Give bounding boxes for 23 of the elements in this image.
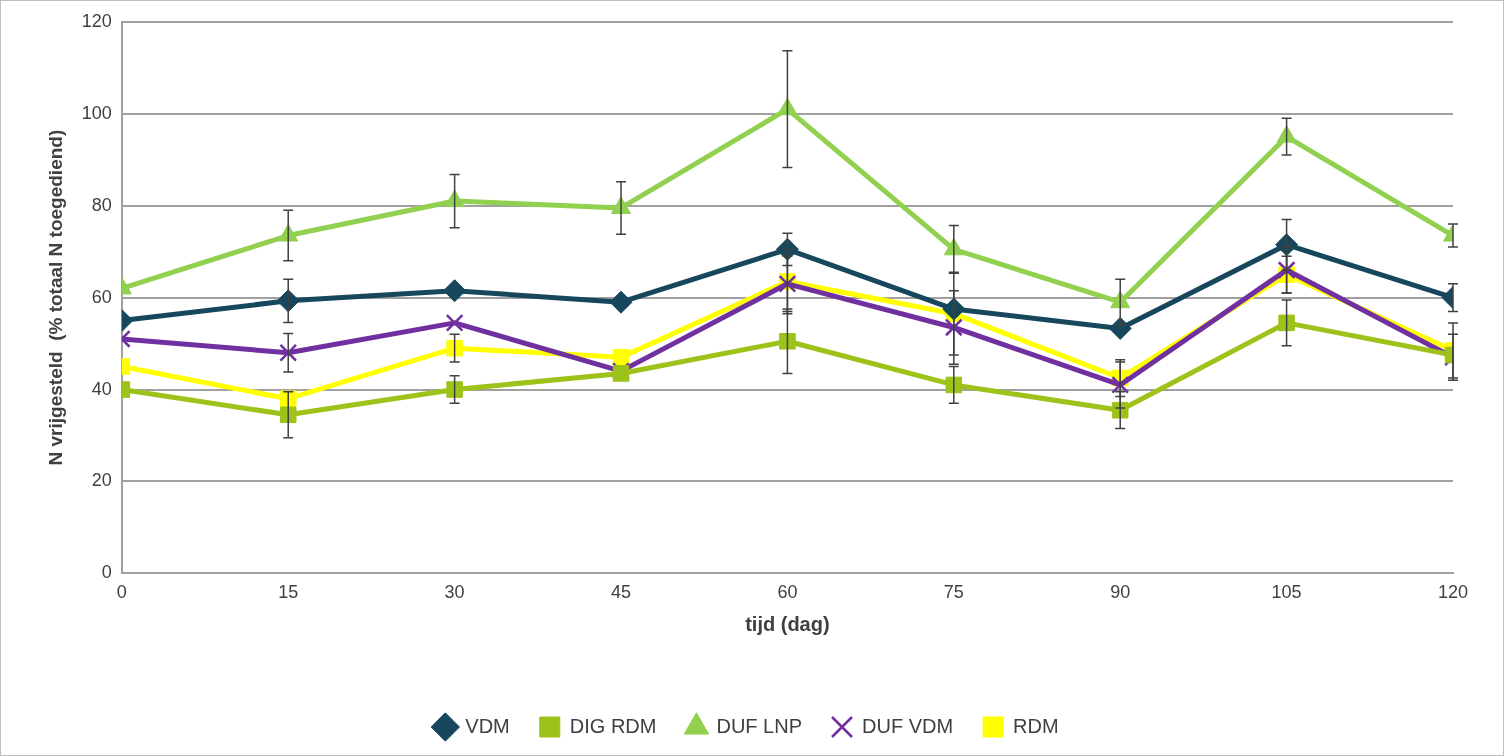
x-tick-label: 120: [1437, 582, 1469, 603]
legend-label: DUF LNP: [716, 714, 803, 737]
y-tick-label: 60: [91, 286, 112, 307]
x-tick-label: 0: [116, 582, 127, 603]
x-tick-label: 60: [777, 582, 798, 603]
y-tick-label: 0: [101, 562, 112, 583]
y-tick-label: 80: [91, 194, 112, 215]
x-tick-label: 75: [943, 582, 964, 603]
legend-label: DUF VDM: [862, 714, 954, 737]
y-axis-title: N vrijgesteld (% totaal N toegediend): [44, 129, 66, 466]
y-tick-label: 40: [91, 378, 112, 399]
y-tick-label: 100: [81, 102, 112, 123]
x-tick-label: 30: [444, 582, 465, 603]
y-tick-label: 20: [91, 470, 112, 491]
y-tick-label: 120: [81, 10, 112, 31]
x-tick-label: 105: [1271, 582, 1302, 603]
legend-label: RDM: [1013, 714, 1059, 737]
legend-label: VDM: [465, 714, 510, 737]
legend-label: DIG RDM: [569, 714, 657, 737]
x-tick-label: 15: [278, 582, 299, 603]
x-axis-title: tijd (dag): [745, 612, 830, 635]
x-tick-label: 90: [1110, 582, 1131, 603]
x-tick-label: 45: [611, 582, 632, 603]
